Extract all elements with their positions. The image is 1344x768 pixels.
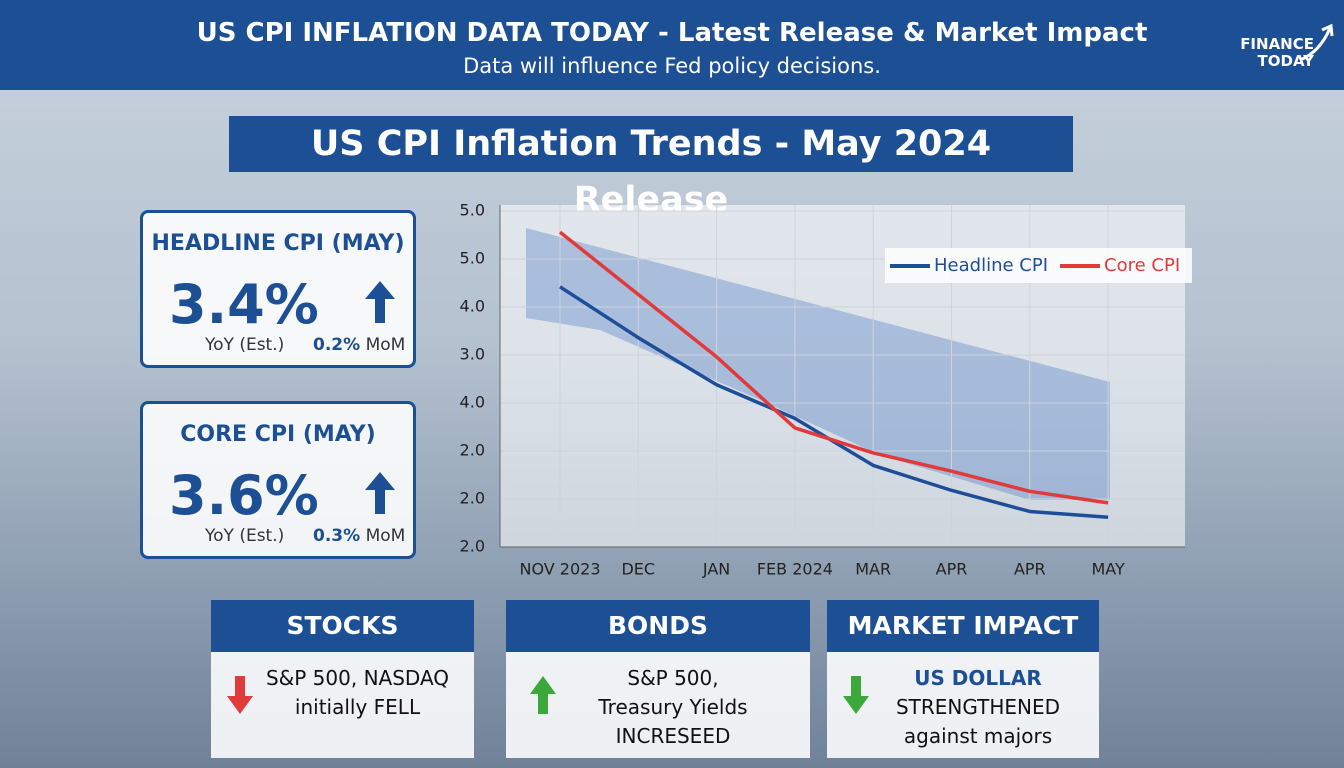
panel-heading: BONDS — [506, 600, 810, 652]
up-arrow — [365, 472, 395, 514]
panel-line: INCRESEED — [615, 724, 731, 748]
y-tick-label: 2.0 — [460, 489, 485, 508]
y-tick-label: 5.0 — [460, 249, 485, 268]
legend-box — [885, 248, 1192, 283]
mom-label: MoM — [365, 335, 406, 355]
panel: MARKET IMPACT US DOLLAR STRENGTHENED aga… — [827, 600, 1099, 758]
x-tick-label: DEC — [621, 560, 655, 579]
x-tick-label: FEB 2024 — [757, 560, 833, 579]
down-arrow — [227, 676, 253, 714]
range-band — [526, 228, 1110, 500]
legend-label: Core CPI — [1104, 255, 1180, 276]
x-tick-label: MAR — [855, 560, 891, 579]
x-tick-label: MAY — [1091, 560, 1125, 579]
panel: STOCKS S&P 500, NASDAQ initially FELL — [211, 600, 474, 758]
card-value: 3.4% — [169, 273, 319, 336]
y-tick-label: 2.0 — [460, 441, 485, 460]
panel-heading: MARKET IMPACT — [827, 600, 1099, 652]
mom-value: 0.3% — [313, 526, 361, 546]
x-tick-label: NOV 2023 — [519, 560, 600, 579]
y-tick-label: 4.0 — [460, 393, 485, 412]
panel-body: S&P 500, Treasury Yields INCRESEED — [546, 664, 800, 751]
panel-line: S&P 500, NASDAQ — [265, 666, 450, 690]
y-tick-label: 2.0 — [460, 537, 485, 556]
logo-line: TODAY — [1257, 52, 1314, 70]
y-tick-label: 5.0 — [460, 201, 485, 220]
logo-line: FINANCE — [1240, 35, 1314, 53]
card-mom: 0.2% MoM — [313, 335, 405, 355]
card-title: HEADLINE CPI (MAY) — [151, 231, 405, 256]
y-tick-label: 3.0 — [460, 345, 485, 364]
panel-body: S&P 500, NASDAQ initially FELL — [251, 664, 464, 722]
panel-body: US DOLLAR STRENGTHENED against majors — [867, 664, 1089, 751]
up-arrow — [530, 676, 556, 714]
header: US CPI INFLATION DATA TODAY - Latest Rel… — [0, 0, 1344, 90]
header-subtitle: Data will influence Fed policy decisions… — [463, 54, 881, 78]
logo: FINANCE TODAY — [1204, 23, 1334, 70]
panel-line: initially FELL — [294, 695, 421, 719]
logo-arrow — [1299, 23, 1334, 62]
card-title: CORE CPI (MAY) — [180, 422, 376, 447]
up-arrow — [365, 281, 395, 323]
mom-label: MoM — [365, 526, 406, 546]
panel-line: STRENGTHENED — [895, 695, 1061, 719]
x-tick-label: JAN — [702, 560, 730, 579]
card-yoy: YoY (Est.) — [205, 335, 285, 355]
panel-line: against majors — [903, 724, 1053, 748]
series-line — [558, 230, 1109, 505]
mom-value: 0.2% — [313, 335, 361, 355]
x-tick-label: APR — [936, 560, 968, 579]
header-title: US CPI INFLATION DATA TODAY - Latest Rel… — [196, 18, 1148, 48]
kpi-card: CORE CPI (MAY) 3.6% YoY (Est.) 0.3% MoM — [140, 401, 416, 559]
card-value: 3.6% — [169, 464, 319, 527]
panel-line: Treasury Yields — [598, 695, 748, 719]
panel: BONDS S&P 500, Treasury Yields INCRESEED — [506, 600, 810, 758]
card-yoy: YoY (Est.) — [205, 526, 285, 546]
panel-line: S&P 500, — [627, 666, 719, 690]
x-tick-label: APR — [1014, 560, 1046, 579]
kpi-card: HEADLINE CPI (MAY) 3.4% YoY (Est.) 0.2% … — [140, 210, 416, 368]
panel-line: US DOLLAR — [914, 666, 1042, 690]
legend-label: Headline CPI — [934, 255, 1048, 276]
y-tick-label: 4.0 — [460, 297, 485, 316]
card-mom: 0.3% MoM — [313, 526, 405, 546]
down-arrow — [843, 676, 869, 714]
panel-heading: STOCKS — [211, 600, 474, 652]
chart-title: US CPI Inflation Trends - May 2024 Relea… — [229, 116, 1073, 220]
